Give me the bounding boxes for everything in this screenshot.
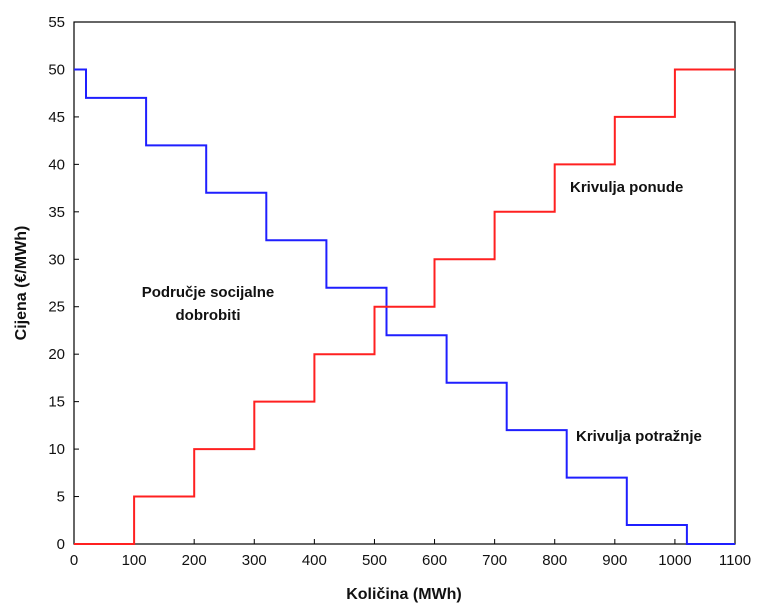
x-axis-title: Količina (MWh) [346, 586, 462, 603]
x-tick-label: 200 [182, 552, 207, 569]
x-axis: 0 100 200 300 400 500 600 700 800 900 1000 1100 [70, 539, 751, 569]
x-tick-label: 700 [482, 552, 507, 569]
y-axis-title: Cijena (€/MWh) [13, 226, 30, 341]
x-tick-label: 100 [122, 552, 147, 569]
series-group [74, 68, 735, 545]
supply-curve-line [74, 68, 735, 545]
x-tick-label: 900 [602, 552, 627, 569]
annotation-supply-curve: Krivulja ponude [570, 179, 683, 196]
y-tick-label: 50 [48, 61, 65, 78]
annotation-demand-curve: Krivulja potražnje [576, 428, 702, 445]
demand-curve-line [74, 68, 735, 545]
x-tick-label: 400 [302, 552, 327, 569]
y-tick-label: 35 [48, 204, 65, 221]
y-tick-label: 45 [48, 109, 65, 126]
x-tick-label: 600 [422, 552, 447, 569]
x-tick-label: 500 [362, 552, 387, 569]
y-tick-label: 10 [48, 441, 65, 458]
x-tick-label: 800 [542, 552, 567, 569]
y-tick-label: 30 [48, 251, 65, 268]
y-tick-label: 5 [57, 489, 65, 506]
x-tick-label: 300 [242, 552, 267, 569]
y-tick-label: 20 [48, 346, 65, 363]
y-tick-label: 55 [48, 14, 65, 31]
y-tick-label: 40 [48, 156, 65, 173]
annotation-social-welfare-line1: Područje socijalne [142, 284, 275, 301]
y-tick-label: 15 [48, 394, 65, 411]
x-tick-label: 0 [70, 552, 78, 569]
x-tick-label: 1000 [658, 552, 691, 569]
x-tick-label: 1100 [719, 552, 751, 569]
y-axis: 0 5 10 15 20 25 30 35 40 45 50 55 [48, 14, 79, 553]
annotation-social-welfare-line2: dobrobiti [176, 307, 241, 324]
y-tick-label: 25 [48, 299, 65, 316]
y-tick-label: 0 [57, 536, 65, 553]
plot-area [73, 21, 736, 545]
